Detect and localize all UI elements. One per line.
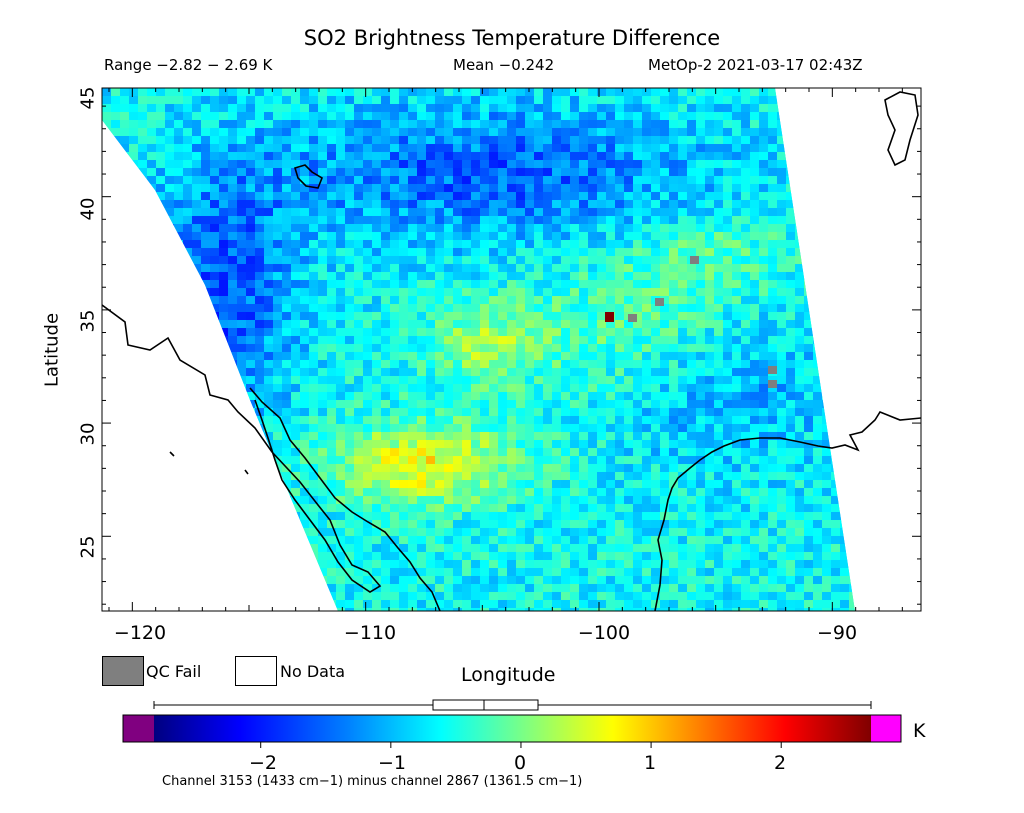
colorbar-gradient <box>154 715 871 742</box>
colorbar-mean-box <box>432 699 539 711</box>
colorbar-under <box>123 715 154 742</box>
qc-fail-cell <box>768 380 777 388</box>
x-tick-label: −120 <box>113 622 167 644</box>
colorbar <box>122 699 902 748</box>
x-axis-label: Longitude <box>461 664 556 686</box>
channel-note: Channel 3153 (1433 cm−1) minus channel 2… <box>162 774 583 789</box>
pixel-field <box>102 88 855 611</box>
plot-frame <box>101 87 922 612</box>
coastline-layer <box>102 91 921 611</box>
mexico-mainland-coast <box>249 387 441 611</box>
no-data-label: No Data <box>280 662 346 681</box>
qc-fail-label: QC Fail <box>146 662 202 681</box>
axis-ticks <box>102 88 921 611</box>
qc-fail-cell <box>690 256 699 264</box>
no-data-swatch <box>235 656 277 686</box>
hot-spot-cell <box>605 312 614 322</box>
baja-coast <box>102 304 382 593</box>
mean-text: Mean −0.242 <box>453 56 555 74</box>
y-axis-label: Latitude <box>41 312 63 388</box>
x-tick-label: −110 <box>343 622 397 644</box>
qc-fail-cell <box>628 314 637 322</box>
channel-islands <box>169 451 249 475</box>
y-tick-label: 40 <box>77 197 99 221</box>
x-tick-label: −100 <box>577 622 631 644</box>
chart-title: SO2 Brightness Temperature Difference <box>303 26 721 50</box>
data-swath <box>102 88 855 611</box>
satellite-time-text: MetOp-2 2021-03-17 02:43Z <box>648 56 863 74</box>
great-lakes <box>884 91 919 167</box>
colorbar-tick-label: −1 <box>377 752 407 774</box>
colorbar-unit: K <box>913 720 926 742</box>
qc-fail-cell <box>768 366 777 374</box>
range-text: Range −2.82 − 2.69 K <box>104 56 273 74</box>
colorbar-tick-label: 1 <box>643 752 657 774</box>
qc-fail-swatch <box>102 656 144 686</box>
qc-fail-cell <box>655 298 664 306</box>
y-tick-label: 35 <box>77 309 99 333</box>
y-tick-label: 30 <box>77 422 99 446</box>
y-tick-label: 25 <box>77 535 99 559</box>
colorbar-tick-label: 2 <box>773 752 787 774</box>
colorbar-over <box>871 715 901 742</box>
colorbar-tick-label: 0 <box>513 752 527 774</box>
colorbar-tick-label: −2 <box>248 752 278 774</box>
gulf-coast <box>654 411 921 611</box>
x-tick-label: −90 <box>816 622 858 644</box>
y-tick-label: 45 <box>77 86 99 110</box>
great-salt-lake <box>294 164 323 189</box>
